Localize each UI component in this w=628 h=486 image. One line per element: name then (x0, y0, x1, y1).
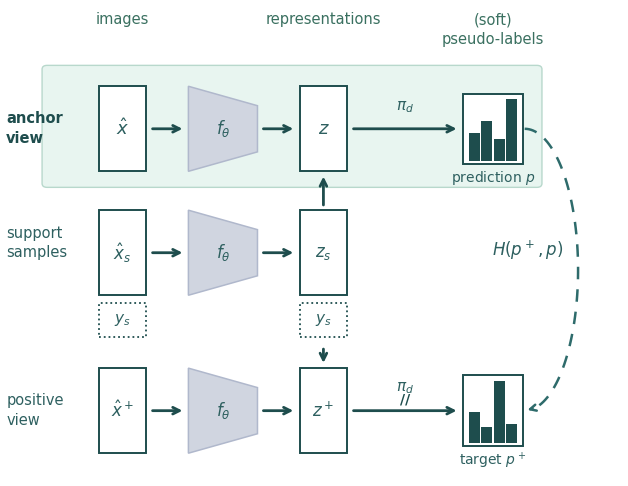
Bar (482, 121, 492, 161)
Text: $f_\theta$: $f_\theta$ (215, 118, 230, 139)
Text: prediction $p$: prediction $p$ (451, 169, 535, 187)
Bar (300, 87, 347, 172)
Bar (506, 424, 517, 443)
Bar (99, 87, 146, 172)
Text: $z_s$: $z_s$ (315, 243, 332, 262)
Text: $y_s$: $y_s$ (114, 312, 131, 328)
Bar (463, 93, 523, 164)
Bar (469, 412, 480, 443)
Bar (469, 133, 480, 161)
Bar (494, 139, 504, 161)
Bar (482, 428, 492, 443)
Bar (300, 302, 347, 336)
Text: $f_\theta$: $f_\theta$ (215, 400, 230, 421)
Bar (99, 368, 146, 453)
Text: target $p^+$: target $p^+$ (459, 451, 527, 471)
Text: $y_s$: $y_s$ (315, 312, 332, 328)
Text: (soft): (soft) (474, 12, 512, 27)
Bar (494, 381, 504, 443)
Text: $\hat{x}$: $\hat{x}$ (116, 119, 129, 139)
Polygon shape (188, 210, 257, 295)
Text: $\pi_d$: $\pi_d$ (396, 381, 414, 396)
FancyBboxPatch shape (42, 65, 542, 188)
Text: anchor
view: anchor view (6, 111, 63, 146)
Bar (99, 302, 146, 336)
Bar (300, 368, 347, 453)
Text: //: // (400, 393, 410, 407)
Text: $\hat{x}_s$: $\hat{x}_s$ (113, 241, 132, 264)
Polygon shape (188, 368, 257, 453)
Text: positive
view: positive view (6, 393, 64, 428)
Text: $z$: $z$ (318, 120, 329, 138)
Bar (99, 210, 146, 295)
Bar (463, 375, 523, 446)
Text: $H(p^+, p)$: $H(p^+, p)$ (492, 239, 563, 262)
Polygon shape (188, 87, 257, 172)
Text: $f_\theta$: $f_\theta$ (215, 242, 230, 263)
Text: $\hat{x}^+$: $\hat{x}^+$ (111, 400, 134, 421)
Bar (506, 99, 517, 161)
Text: pseudo-labels: pseudo-labels (441, 32, 544, 47)
Text: support
samples: support samples (6, 226, 67, 260)
Text: images: images (96, 12, 149, 27)
Text: $\pi_d$: $\pi_d$ (396, 100, 414, 115)
Text: $z^+$: $z^+$ (312, 401, 335, 420)
Bar (300, 210, 347, 295)
Text: representations: representations (266, 12, 381, 27)
